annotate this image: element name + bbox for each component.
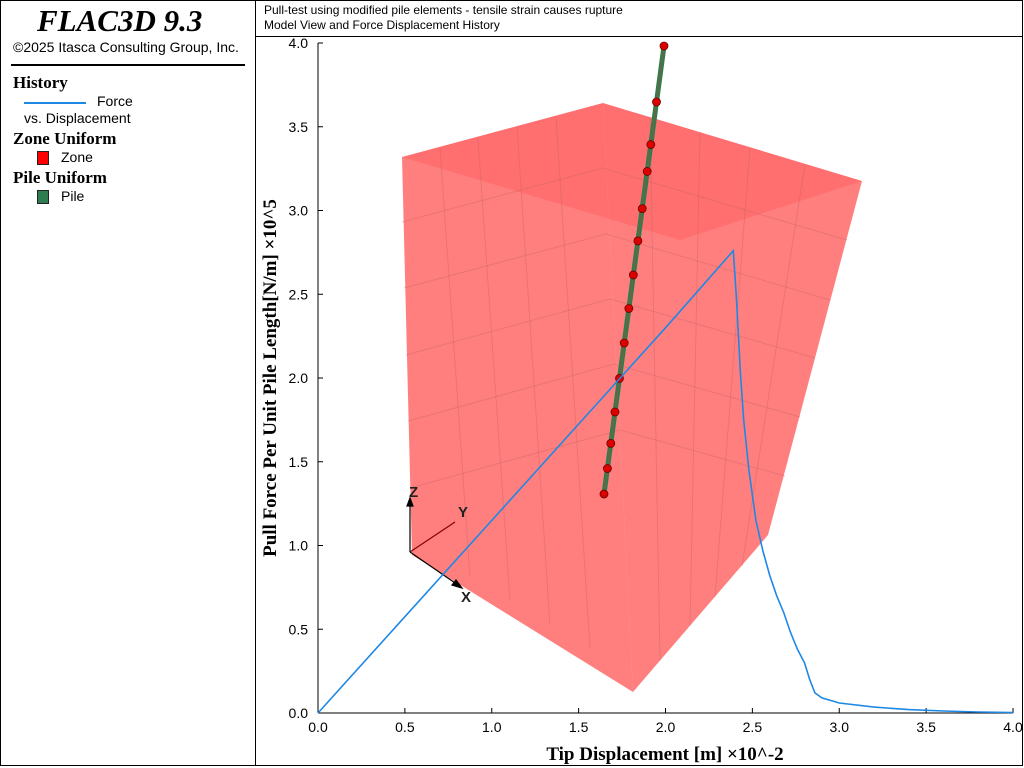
x-tick-label: 1.0 bbox=[482, 719, 502, 735]
pile-node bbox=[606, 438, 616, 448]
history-line-swatch bbox=[24, 102, 86, 104]
plot-title: Pull-test using modified pile elements -… bbox=[264, 3, 623, 17]
zone-face-left bbox=[402, 103, 633, 692]
y-tick-label: 0.0 bbox=[289, 705, 309, 721]
zone-block bbox=[401, 103, 862, 692]
zone-label: Zone bbox=[61, 149, 93, 165]
y-tick-label: 2.0 bbox=[289, 370, 309, 386]
history-heading: History bbox=[13, 73, 68, 92]
pile-node bbox=[619, 338, 629, 348]
axes-triad bbox=[406, 496, 464, 590]
series-line-force-displacement bbox=[317, 248, 1014, 714]
pile-node bbox=[624, 304, 634, 313]
copyright-text: ©2025 Itasca Consulting Group, Inc. bbox=[13, 39, 239, 55]
chart-axes: 0.0 0.5 1.0 1.5 2.0 2.5 3.0 3.5 4.0 0.0 0.5 1.0 1.5… bbox=[289, 35, 1023, 735]
pile-label: Pile bbox=[61, 188, 85, 204]
pile-node bbox=[659, 41, 669, 51]
x-tick-label: 0.5 bbox=[395, 719, 415, 735]
pile-nodes bbox=[599, 41, 669, 499]
zone-mesh bbox=[401, 115, 848, 661]
pile-node bbox=[599, 489, 609, 499]
x-tick-label: 1.5 bbox=[569, 719, 589, 735]
history-label-2: vs. Displacement bbox=[24, 110, 131, 126]
pile-node bbox=[603, 464, 612, 473]
triad-z-label: Z bbox=[409, 484, 418, 501]
x-ticks: 0.0 0.5 1.0 1.5 2.0 2.5 3.0 3.5 4.0 bbox=[308, 708, 1023, 735]
x-tick-label: 2.5 bbox=[743, 719, 763, 735]
triad-x-axis bbox=[409, 551, 459, 586]
x-tick-label: 0.0 bbox=[308, 719, 328, 735]
pile-node bbox=[633, 236, 643, 246]
y-tick-label: 4.0 bbox=[289, 35, 309, 51]
pile-heading: Pile Uniform bbox=[13, 168, 107, 187]
y-tick-label: 0.5 bbox=[289, 621, 309, 637]
x-tick-label: 3.5 bbox=[916, 719, 936, 735]
legend-panel: FLAC3D 9.3 ©2025 Itasca Consulting Group… bbox=[0, 0, 255, 766]
app-title: FLAC3D 9.3 bbox=[37, 3, 203, 38]
triad-y-label: Y bbox=[458, 504, 468, 521]
zone-swatch bbox=[37, 151, 49, 165]
y-axis-label: Pull Force Per Unit Pile Length[N/m] ×10… bbox=[260, 199, 281, 557]
y-tick-label: 1.0 bbox=[289, 538, 309, 554]
title-divider bbox=[11, 64, 245, 66]
triad-x-arrow bbox=[450, 579, 464, 590]
pile-node bbox=[628, 270, 638, 280]
zone-face-right bbox=[603, 103, 862, 692]
pile-node bbox=[652, 97, 661, 107]
y-tick-label: 3.5 bbox=[289, 119, 309, 135]
pile-swatch bbox=[37, 190, 49, 204]
header-divider bbox=[256, 36, 1023, 37]
pile-node bbox=[642, 167, 652, 176]
pile bbox=[599, 41, 669, 499]
triad-z-arrow bbox=[406, 496, 414, 507]
y-tick-label: 2.5 bbox=[289, 286, 309, 302]
triad-x-label: X bbox=[461, 589, 471, 606]
x-tick-label: 3.0 bbox=[830, 719, 850, 735]
plot-subtitle: Model View and Force Displacement Histor… bbox=[264, 18, 500, 32]
y-tick-label: 1.5 bbox=[289, 454, 309, 470]
pile-node bbox=[610, 407, 620, 417]
x-axis-label: Tip Displacement [m] ×10^-2 bbox=[546, 744, 783, 765]
y-ticks: 0.0 0.5 1.0 1.5 2.0 2.5 3.0 3.5 4.0 bbox=[289, 35, 323, 721]
y-tick-label: 3.0 bbox=[289, 203, 309, 219]
pile-node bbox=[646, 140, 656, 149]
zone-heading: Zone Uniform bbox=[13, 129, 117, 148]
x-tick-label: 4.0 bbox=[1003, 719, 1023, 735]
x-tick-label: 2.0 bbox=[656, 719, 676, 735]
zone-face-top bbox=[402, 103, 862, 240]
pile-node bbox=[637, 204, 647, 214]
history-label: Force bbox=[97, 93, 133, 109]
triad-y-axis bbox=[409, 521, 456, 553]
